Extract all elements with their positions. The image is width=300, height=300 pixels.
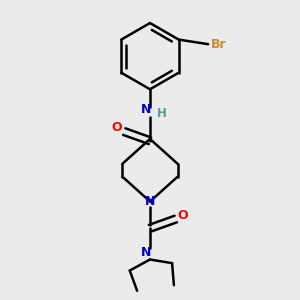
Text: N: N [145,195,155,208]
Text: H: H [157,107,167,120]
Text: Br: Br [210,38,226,51]
Text: O: O [178,209,188,222]
Text: N: N [141,246,152,259]
Text: O: O [112,122,122,134]
Text: N: N [141,103,152,116]
